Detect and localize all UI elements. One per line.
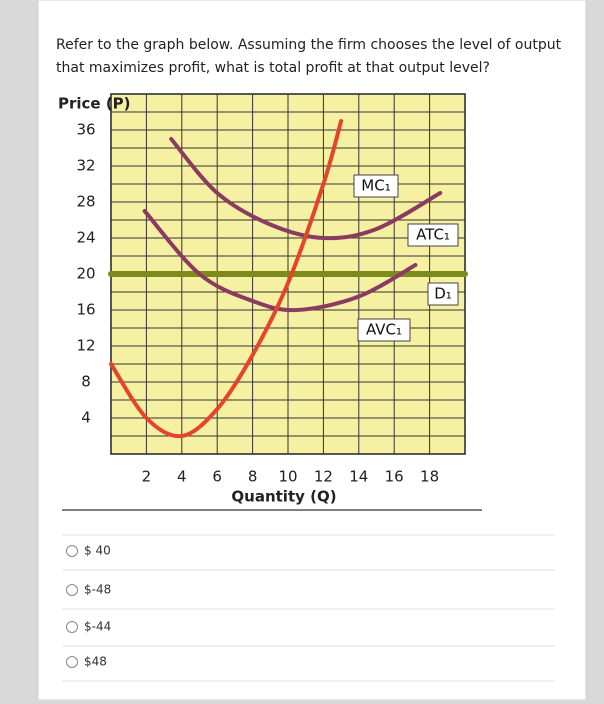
- x-tick-label: 2: [142, 468, 152, 486]
- radio-button[interactable]: [66, 656, 78, 668]
- y-tick-label: 36: [76, 121, 95, 139]
- x-tick-label: 6: [212, 468, 222, 486]
- curve: [142, 209, 418, 313]
- question-line: Refer to the graph below. Assuming the f…: [56, 37, 562, 53]
- x-tick-label: 8: [248, 468, 258, 486]
- radio-button[interactable]: [66, 584, 78, 596]
- curve-label-box: [353, 174, 399, 198]
- radio-button[interactable]: [66, 621, 78, 633]
- y-tick-label: 12: [76, 337, 95, 355]
- y-axis-title: Price (P): [58, 95, 131, 113]
- y-tick-label: 32: [76, 157, 95, 175]
- x-tick-label: 18: [420, 468, 439, 486]
- y-tick-label: 28: [76, 193, 95, 211]
- y-tick-label: 24: [76, 229, 95, 247]
- curve: [109, 119, 344, 439]
- options: $ 40 $-48 $-44 $48: [62, 534, 555, 682]
- question-line: that maximizes profit, what is total pro…: [56, 60, 490, 76]
- curve-label: MC₁: [361, 177, 390, 195]
- y-tick-label: 20: [76, 265, 95, 283]
- option-label[interactable]: $-44: [84, 620, 111, 634]
- curve-label-box: [427, 282, 459, 306]
- curve-label-box: [407, 223, 459, 247]
- x-tick-label: 14: [349, 468, 368, 486]
- option-label[interactable]: $-48: [84, 583, 111, 597]
- x-tick-label: 10: [278, 468, 297, 486]
- curve: [169, 137, 443, 241]
- y-tick-label: 4: [81, 409, 91, 427]
- option-label[interactable]: $48: [84, 655, 107, 669]
- x-tick-label: 16: [385, 468, 404, 486]
- curve-label: AVC₁: [366, 321, 402, 339]
- radio-button[interactable]: [66, 545, 78, 557]
- x-tick-label: 12: [314, 468, 333, 486]
- y-tick-label: 8: [81, 373, 91, 391]
- x-tick-label: 4: [177, 468, 187, 486]
- curve-label-box: [357, 318, 411, 342]
- y-tick-label: 16: [76, 301, 95, 319]
- x-axis-title: Quantity (Q): [231, 488, 336, 506]
- curve-label: ATC₁: [416, 226, 450, 244]
- option-label[interactable]: $ 40: [84, 544, 111, 558]
- curve-label: D₁: [434, 285, 452, 303]
